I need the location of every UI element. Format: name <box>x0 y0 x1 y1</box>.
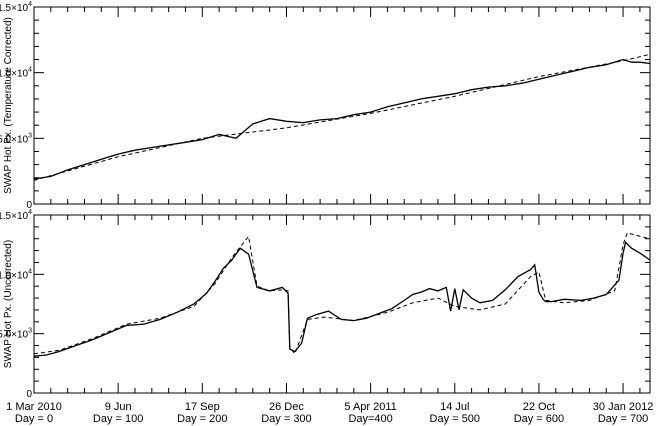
x-tick-day-label: Day = 600 <box>514 413 564 425</box>
x-tick-day-label: Day = 500 <box>430 413 480 425</box>
x-tick-day-label: Day = 700 <box>598 413 648 425</box>
x-tick-day-label: Day = 0 <box>15 413 53 425</box>
x-tick-date-label: 30 Jan 2012 <box>593 401 654 413</box>
y-axis-label: SWAP Hot Px. (Uncorrected) <box>3 240 14 368</box>
x-tick-date-label: 22 Oct <box>523 401 555 413</box>
x-tick-day-label: Day = 300 <box>261 413 311 425</box>
y-tick-label: 1.5×104 <box>0 1 32 14</box>
plot-frame <box>33 214 651 394</box>
x-tick-date-label: 17 Sep <box>185 401 220 413</box>
series-line-solid <box>33 241 651 357</box>
plot-frame <box>33 6 651 205</box>
x-tick-day-label: Day=400 <box>348 413 392 425</box>
panel-uncorrected: 0 5.0×103 1.0×104 1.5×104 SWAP Hot Px. (Unco… <box>0 209 653 425</box>
x-tick-date-label: 5 Apr 2011 <box>344 401 396 413</box>
series-line-dashed <box>33 53 651 181</box>
y-tick-label: 1.0×104 <box>0 67 32 80</box>
y-tick-label: 1.0×104 <box>0 268 32 281</box>
x-tick-date-label: 26 Dec <box>269 401 304 413</box>
x-tick-date-label: 14 Jul <box>440 401 469 413</box>
x-tick-day-label: Day = 100 <box>93 413 143 425</box>
y-tick-label: 0 <box>26 389 32 400</box>
panel-temperature-corrected: 0 5.0×103 1.0×104 1.5×104 SWAP Hot Px. (Temp… <box>0 1 651 211</box>
series-line-dashed <box>33 232 651 355</box>
y-tick-label: 5.0×103 <box>0 132 32 145</box>
x-tick-day-label: Day = 200 <box>177 413 227 425</box>
y-axis-label: SWAP Hot Px. (Temperature Corrected) <box>3 17 14 194</box>
series-line-solid <box>33 58 651 180</box>
y-tick-label: 0 <box>26 200 32 211</box>
y-tick-label: 5.0×103 <box>0 328 32 341</box>
y-tick-label: 1.5×104 <box>0 209 32 222</box>
x-tick-date-label: 1 Mar 2010 <box>6 401 62 413</box>
x-tick-date-label: 9 Jun <box>105 401 132 413</box>
